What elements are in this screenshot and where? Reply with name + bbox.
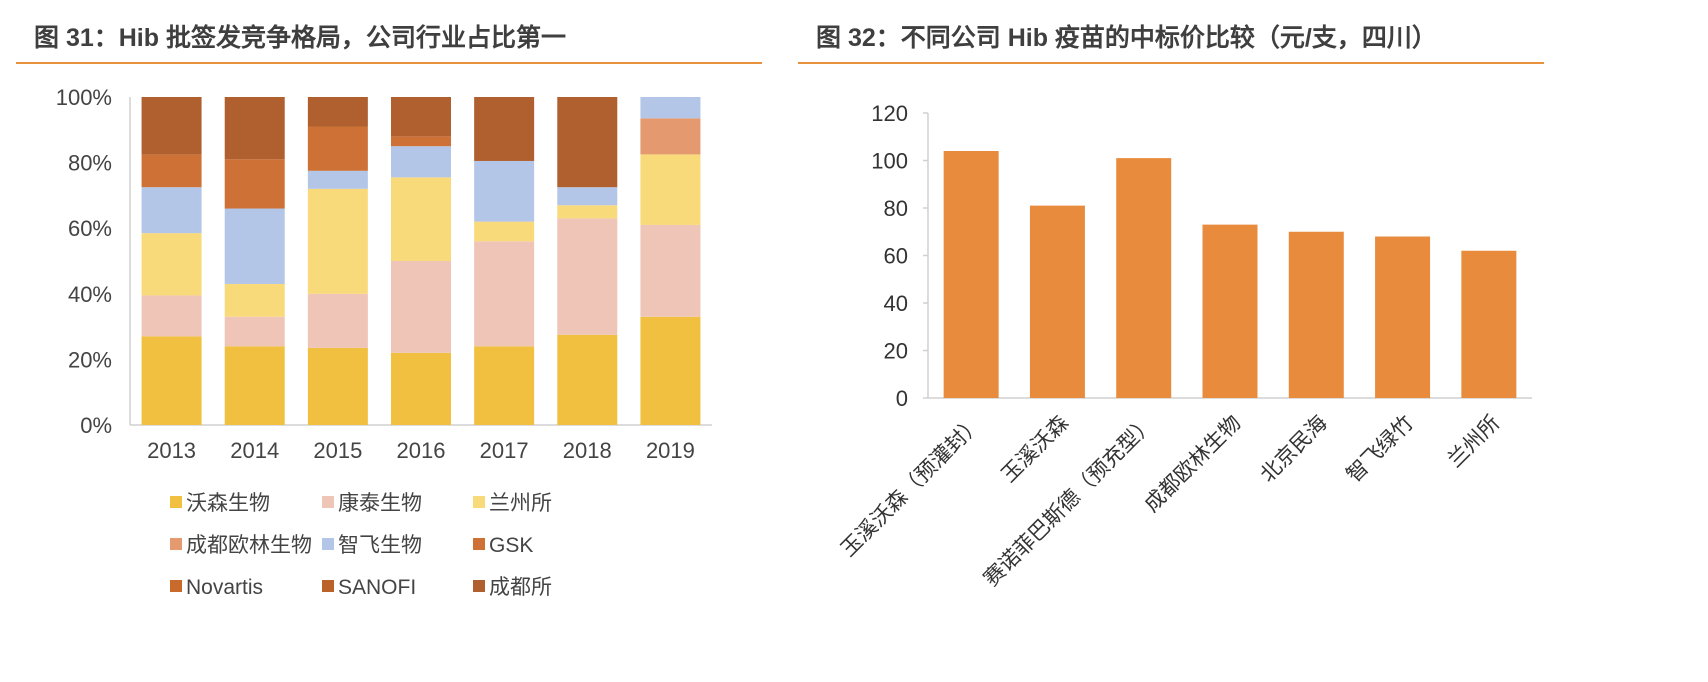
x-category-label: 北京民海 [1256,411,1332,487]
legend-swatch [473,580,485,592]
legend-swatch [322,538,334,550]
legend-swatch [322,580,334,592]
legend-label: 智飞生物 [338,534,422,557]
y-tick-label: 60% [68,216,112,241]
bar-segment [307,293,368,348]
y-tick-label: 20 [884,339,908,364]
legend-swatch [170,580,182,592]
bar-segment [391,352,451,425]
x-tick-label: 2018 [563,438,612,463]
legend-swatch [473,496,485,508]
bar-segment [391,261,451,353]
x-category-label: 赛诺菲巴斯德（预充型） [980,411,1160,591]
legend-label: 成都所 [489,576,552,599]
bar-segment [557,334,618,425]
right-title-rule [798,62,1544,64]
y-tick-label: 0% [80,413,112,438]
bar-segment [224,283,285,317]
legend-swatch [170,538,182,550]
bar-segment [307,126,368,171]
x-tick-label: 2014 [230,438,279,463]
bar-segment [557,218,618,335]
legend-label: Novartis [186,576,263,599]
bar-segment [474,346,535,425]
bar-segment [224,159,285,209]
bar-segment [307,188,368,294]
legend-swatch [170,496,182,508]
stacked-share-chart: 0% 20% 40% 60% 80% 100% 2013 2014 2015 2016 2017 20… [56,85,712,599]
x-category-label: 兰州所 [1444,411,1505,472]
bar-segment [224,97,285,160]
legend-swatch [473,538,485,550]
right-figure-title: 图 32：不同公司 Hib 疫苗的中标价比较（元/支，四川） [816,24,1437,52]
bar-segment [557,97,618,188]
x-category-label: 玉溪沃森 [997,411,1073,487]
bar-segment [224,316,285,347]
bar-segment [307,347,368,425]
bar-segment [557,187,618,206]
bar-segment [141,97,202,155]
y-tick-label: 100% [56,85,112,110]
x-tick-label: 2013 [147,438,196,463]
y-tick-label: 20% [68,347,112,372]
bar-segment [224,346,285,425]
legend-label: GSK [489,534,533,557]
y-tick-label: 80 [884,196,908,221]
x-tick-label: 2019 [646,438,695,463]
price-bar [1029,205,1085,398]
bar-segment [141,233,202,296]
bar-segment [391,97,451,137]
bar-segment [224,208,285,284]
legend-label: 康泰生物 [338,492,422,515]
bar-segment [307,97,368,127]
legend-label: 兰州所 [489,492,552,515]
bar-segment [307,170,368,189]
bar-segment [640,118,701,155]
price-bar [1116,158,1172,398]
x-tick-label: 2017 [480,438,529,463]
y-tick-label: 100 [871,149,908,174]
price-bar [1461,250,1517,398]
left-figure-title: 图 31：Hib 批签发竞争格局，公司行业占比第一 [34,24,566,52]
bar-segment [474,97,535,161]
price-bar [1288,231,1344,398]
y-tick-label: 40 [884,291,908,316]
bar-segment [474,160,535,222]
bar-segment [640,316,701,425]
y-tick-label: 0 [896,386,908,411]
bar-segment [391,136,451,147]
bar-segment [391,146,451,178]
bar-segment [640,154,701,225]
y-tick-label: 80% [68,151,112,176]
bar-segment [474,221,535,242]
bar-segment [141,336,202,425]
bar-segment [557,205,618,219]
bar-segment [474,241,535,347]
y-tick-label: 120 [871,101,908,126]
price-bar [1375,236,1431,398]
x-category-label: 智飞绿竹 [1342,411,1418,487]
y-tick-label: 40% [68,282,112,307]
bar-segment [391,177,451,261]
y-tick-label: 60 [884,244,908,269]
x-tick-label: 2015 [313,438,362,463]
legend-label: SANOFI [338,576,416,599]
price-bar [943,151,999,398]
legend-swatch [322,496,334,508]
legend-label: 沃森生物 [186,492,270,515]
bar-segment [640,97,701,119]
legend-label: 成都欧林生物 [186,534,312,557]
price-bar [1202,224,1258,398]
bar-segment [141,295,202,337]
bar-segment [141,154,202,188]
bar-segment [141,187,202,234]
x-tick-label: 2016 [397,438,446,463]
left-title-rule [16,62,762,64]
x-category-label: 玉溪沃森（预灌封） [837,411,987,561]
bar-segment [640,224,701,317]
